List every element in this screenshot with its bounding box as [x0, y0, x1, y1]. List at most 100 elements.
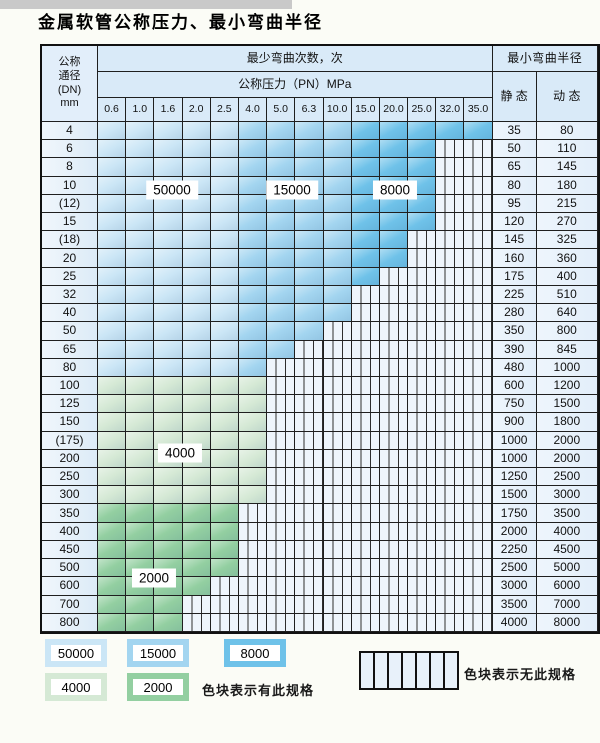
spec-cell [126, 213, 155, 232]
spec-cell [351, 122, 380, 141]
no-spec-cell [238, 540, 268, 560]
dynamic-radius-cell: 6000 [536, 577, 598, 596]
no-spec-cell [408, 249, 437, 268]
header-dn-column: 公称 通径 (DN) mm [42, 46, 98, 122]
spec-cell [267, 213, 296, 232]
spec-cell [238, 358, 268, 377]
dn-cell: 700 [42, 595, 98, 614]
static-radius-cell: 900 [492, 413, 537, 432]
spec-cell [98, 358, 127, 377]
spec-cell [210, 267, 239, 286]
spec-cell [238, 395, 268, 414]
spec-cell [379, 158, 409, 177]
spec-cell [182, 140, 211, 159]
no-spec-cell [238, 522, 268, 541]
dn-cell: (18) [42, 231, 98, 250]
no-spec-cell [267, 395, 296, 414]
spec-cell [210, 376, 239, 396]
no-spec-cell [464, 559, 493, 578]
no-spec-cell [408, 231, 437, 250]
no-spec-cell [323, 376, 352, 396]
no-spec-cell [295, 449, 324, 469]
no-spec-cell [267, 413, 296, 432]
no-spec-cell [464, 231, 493, 250]
no-spec-cell [464, 158, 493, 177]
spec-cell [154, 413, 183, 432]
no-spec-cell [436, 322, 465, 341]
static-radius-cell: 1500 [492, 486, 537, 505]
dn-cell: 25 [42, 267, 98, 286]
no-spec-cell [351, 431, 380, 450]
no-spec-cell [464, 140, 493, 159]
spec-cell [295, 231, 324, 250]
spec-table: 公称 通径 (DN) mm 最少弯曲次数，次 最小弯曲半径 公称压力（PN）MPa 静… [40, 44, 600, 634]
spec-cell [238, 340, 268, 359]
spec-cell [98, 522, 127, 541]
no-spec-cell [408, 340, 437, 359]
dynamic-radius-cell: 5000 [536, 559, 598, 578]
pressure-header-cell: 2.5 [210, 98, 239, 122]
no-spec-cell [436, 613, 465, 632]
no-spec-cell [351, 504, 380, 523]
no-spec-cell [238, 595, 268, 614]
spec-cell [126, 413, 155, 432]
pressure-header-cell: 2.0 [182, 98, 211, 122]
no-spec-cell [351, 304, 380, 323]
spec-cell [210, 395, 239, 414]
spec-cell [295, 267, 324, 286]
dn-cell: (12) [42, 194, 98, 214]
no-spec-cell [436, 595, 465, 614]
spec-cell [98, 413, 127, 432]
spec-cell [436, 122, 465, 141]
spec-cell [267, 140, 296, 159]
no-spec-cell [408, 322, 437, 341]
no-spec-cell [408, 449, 437, 469]
no-spec-cell [351, 376, 380, 396]
spec-cell [267, 322, 296, 341]
static-radius-cell: 1000 [492, 449, 537, 469]
spec-cell [98, 176, 127, 195]
no-spec-cell [323, 613, 352, 632]
spec-cell [154, 249, 183, 268]
no-spec-cell [323, 504, 352, 523]
static-radius-cell: 65 [492, 158, 537, 177]
no-spec-cell [267, 577, 296, 596]
spec-cell [238, 267, 268, 286]
no-spec-cell [436, 340, 465, 359]
spec-cell [98, 431, 127, 450]
dn-cell: 500 [42, 559, 98, 578]
spec-cell [154, 376, 183, 396]
no-spec-cell [323, 559, 352, 578]
no-spec-cell [238, 577, 268, 596]
no-spec-cell [464, 486, 493, 505]
no-spec-cell [379, 577, 409, 596]
spec-cell [98, 613, 127, 632]
no-spec-cell [351, 577, 380, 596]
legend-hatch-swatch [359, 651, 459, 690]
no-spec-cell [210, 577, 239, 596]
dynamic-radius-cell: 7000 [536, 595, 598, 614]
static-radius-cell: 3500 [492, 595, 537, 614]
no-spec-cell [182, 595, 211, 614]
no-spec-cell [436, 413, 465, 432]
no-spec-cell [464, 431, 493, 450]
dn-cell: 8 [42, 158, 98, 177]
spec-cell [154, 504, 183, 523]
no-spec-cell [351, 449, 380, 469]
spec-cell [182, 249, 211, 268]
spec-cell [323, 140, 352, 159]
no-spec-cell [351, 413, 380, 432]
spec-cell [182, 395, 211, 414]
no-spec-cell [464, 613, 493, 632]
spec-cell [238, 122, 268, 141]
spec-cell [238, 176, 268, 195]
no-spec-cell [351, 522, 380, 541]
no-spec-cell [436, 468, 465, 487]
no-spec-cell [436, 577, 465, 596]
spec-cell [154, 122, 183, 141]
spec-cell [323, 304, 352, 323]
no-spec-cell [323, 595, 352, 614]
spec-cell [98, 158, 127, 177]
no-spec-cell [379, 304, 409, 323]
spec-cell [238, 285, 268, 305]
